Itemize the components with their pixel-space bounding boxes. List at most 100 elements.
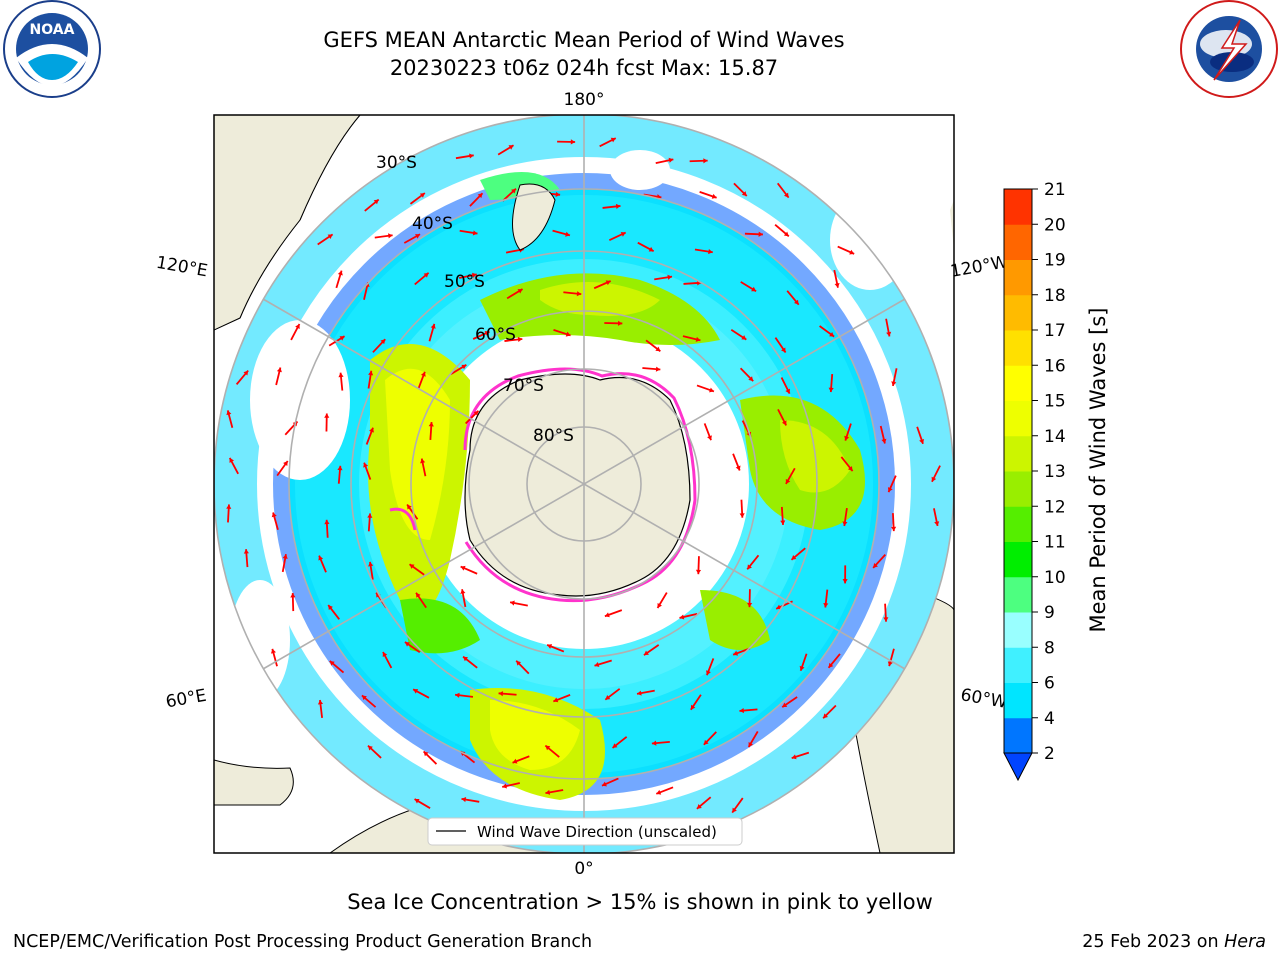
wind-wave-arrowhead xyxy=(834,282,840,288)
wind-wave-arrowhead xyxy=(565,231,570,237)
colorbar-segment xyxy=(1004,435,1032,472)
wind-wave-arrowhead xyxy=(656,789,662,795)
wind-wave-arrowhead xyxy=(498,691,504,697)
wind-wave-arrowhead xyxy=(711,193,717,199)
new-zealand-land xyxy=(512,183,556,251)
wind-wave-arrowhead xyxy=(414,799,420,804)
lon-label-60w: 60°W xyxy=(959,685,1009,713)
wind-wave-arrowhead xyxy=(828,662,834,668)
wind-wave-arrowhead xyxy=(295,324,300,329)
lon-label-0: 0° xyxy=(574,859,593,879)
wind-wave-arrowhead xyxy=(643,650,649,656)
wind-wave-arrowhead xyxy=(617,320,623,326)
colorbar-segment xyxy=(1004,717,1032,754)
colorbar-segment xyxy=(1004,400,1032,437)
wind-wave-arrowhead xyxy=(469,153,474,159)
wind-wave-arrowhead xyxy=(455,692,460,698)
wind-wave-arrowhead xyxy=(565,331,571,337)
colorbar-segment xyxy=(1004,541,1032,578)
wind-wave-arrowhead xyxy=(367,745,373,751)
wind-wave-arrowhead xyxy=(511,188,516,194)
colorbar-extend-arrow xyxy=(1003,752,1033,782)
wind-wave-arrowhead xyxy=(828,387,834,393)
wind-wave-arrowhead xyxy=(367,513,373,518)
wind-wave-arrowhead xyxy=(931,476,937,482)
colorbar-tick-label: 15 xyxy=(1044,392,1066,412)
wind-wave-arrowhead xyxy=(282,554,288,559)
wind-wave-arrowhead xyxy=(891,526,897,532)
colorbar-tick-label: 10 xyxy=(1044,568,1066,588)
sea-ice-note: Sea Ice Concentration > 15% is shown in … xyxy=(347,890,933,914)
wind-wave-arrowhead xyxy=(368,561,374,567)
wind-wave-arrowhead xyxy=(363,462,369,468)
lat-label-80s: 80°S xyxy=(533,426,574,446)
wind-wave-arrowhead xyxy=(605,280,611,286)
wind-wave-arrowhead xyxy=(555,191,561,197)
wind-wave-arrowhead xyxy=(324,519,330,525)
wind-wave-arrowhead xyxy=(799,665,805,671)
wind-wave-arrowhead xyxy=(735,465,741,471)
colorbar-segment xyxy=(1004,682,1032,719)
wind-wave-arrowhead xyxy=(428,422,434,427)
wind-wave-arrowhead xyxy=(229,457,235,463)
wind-wave-arrowhead xyxy=(270,648,276,654)
colorbar-tick-label: 9 xyxy=(1044,603,1055,623)
nws-logo xyxy=(1180,0,1278,98)
wind-wave-arrowhead xyxy=(849,249,855,255)
wind-wave-arrowhead xyxy=(473,410,479,416)
wind-wave-arrowhead xyxy=(463,656,469,662)
legend-label: Wind Wave Direction (unscaled) xyxy=(477,823,717,841)
wind-wave-arrowhead xyxy=(373,199,379,205)
colorbar-tick-label: 11 xyxy=(1044,533,1066,553)
wind-wave-arrowhead xyxy=(657,602,662,608)
wind-wave-arrowhead xyxy=(741,335,747,340)
colorbar-segment xyxy=(1004,365,1032,401)
wind-wave-arrowhead xyxy=(339,336,345,341)
wind-wave-arrowhead xyxy=(739,707,744,714)
wind-wave-arrowhead xyxy=(620,232,626,237)
wind-wave-arrowhead xyxy=(423,751,429,757)
lat-label-40s: 40°S xyxy=(412,214,453,234)
wind-wave-arrowhead xyxy=(781,420,787,426)
wind-wave-arrowhead xyxy=(842,521,848,526)
wind-wave-arrowhead xyxy=(415,234,421,239)
wind-wave-arrowhead xyxy=(881,438,887,444)
wind-wave-arrowhead xyxy=(758,231,763,237)
lon-label-120w: 120°W xyxy=(949,252,1010,282)
wind-wave-arrowhead xyxy=(545,789,551,795)
land-upper-left xyxy=(214,115,361,331)
antarctica-land xyxy=(464,373,691,597)
wind-wave-arrowhead xyxy=(477,193,483,199)
colorbar: 2 4 6 8 9 10 11 12 13 14 15 16 17 18 19 20 21 xyxy=(1003,180,1066,782)
colorbar-tick-label: 21 xyxy=(1044,180,1066,200)
wind-wave-arrowhead xyxy=(337,465,343,471)
colorbar-tick-label: 18 xyxy=(1044,286,1066,306)
wind-wave-arrowhead xyxy=(844,435,850,441)
wind-wave-arrowhead xyxy=(594,662,600,667)
colorbar-segment xyxy=(1004,330,1032,366)
wind-wave-arrowhead xyxy=(706,670,711,676)
map-legend: Wind Wave Direction (unscaled) xyxy=(427,817,743,846)
wind-wave-arrowhead xyxy=(420,371,426,377)
wind-wave-arrowhead xyxy=(919,438,925,444)
colorbar-tick-label: 4 xyxy=(1044,709,1055,729)
wind-wave-arrowhead xyxy=(502,783,507,789)
wind-wave-arrowhead xyxy=(934,521,940,526)
wind-wave-arrowhead xyxy=(780,520,786,525)
wind-wave-arrowhead xyxy=(615,203,621,209)
lon-label-120e: 120°E xyxy=(155,253,209,282)
wind-wave-arrowhead xyxy=(604,612,610,618)
colorbar-segment xyxy=(1004,647,1032,683)
wind-wave-arrowhead xyxy=(823,602,829,608)
wind-wave-arrowhead xyxy=(460,565,466,571)
wind-wave-arrowhead xyxy=(695,336,701,342)
wind-wave-arrowhead xyxy=(368,370,374,376)
wind-wave-arrowhead xyxy=(648,246,654,252)
colorbar-tick-label: 19 xyxy=(1044,251,1066,271)
wind-wave-arrowhead xyxy=(461,797,467,803)
wind-wave-arrowhead xyxy=(781,347,786,353)
wind-wave-arrowhead xyxy=(276,367,282,373)
wind-wave-arrowhead xyxy=(553,697,559,703)
wind-wave-arrowhead xyxy=(785,478,791,484)
